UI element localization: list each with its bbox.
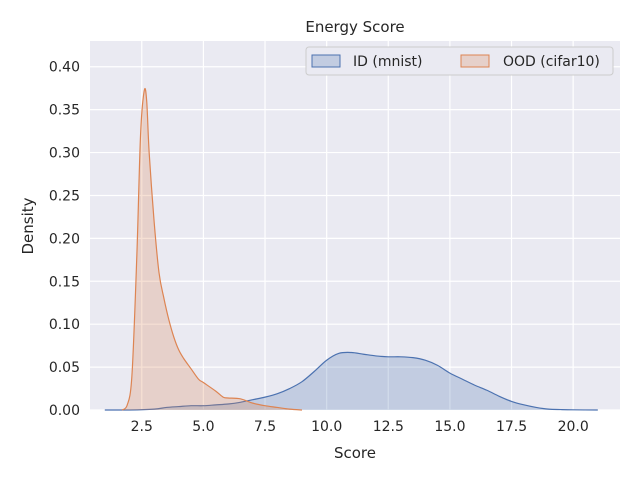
x-tick-label: 5.0 (192, 419, 214, 435)
x-tick-label: 2.5 (131, 419, 153, 435)
legend-box (305, 46, 614, 76)
ood-cifar10-density-fill (122, 88, 302, 410)
legend-swatch-id (311, 54, 341, 68)
y-tick-label: 0.10 (49, 317, 80, 333)
chart-title: Energy Score (305, 18, 404, 36)
x-tick-label: 20.0 (558, 419, 589, 435)
y-axis-label: Density (19, 197, 37, 254)
legend-swatch-ood (460, 54, 490, 68)
x-tick-label: 10.0 (311, 419, 342, 435)
y-tick-label: 0.05 (49, 360, 80, 376)
x-tick-label: 12.5 (373, 419, 404, 435)
ood-cifar10-density-line (121, 87, 303, 411)
y-tick-label: 0.40 (49, 60, 80, 76)
y-tick-label: 0.20 (49, 231, 80, 247)
legend: ID (mnist) OOD (cifar10) (305, 46, 614, 76)
id-mnist-density-line (104, 351, 598, 411)
y-tick-label: 0.00 (49, 403, 80, 419)
x-axis-label: Score (334, 444, 376, 462)
y-tick-label: 0.15 (49, 274, 80, 290)
grid-layer (90, 41, 620, 411)
y-tick-label: 0.25 (49, 188, 80, 204)
x-tick-label: 15.0 (434, 419, 465, 435)
legend-label-ood: OOD (cifar10) (503, 54, 600, 70)
id-mnist-density-fill (104, 352, 598, 410)
x-tick-labels: 2.5 5.0 7.5 10.0 12.5 15.0 17.5 20.0 (131, 419, 589, 435)
x-tick-label: 7.5 (254, 419, 276, 435)
y-tick-label: 0.30 (49, 146, 80, 162)
x-tick-label: 17.5 (496, 419, 527, 435)
y-tick-labels: 0.00 0.05 0.10 0.15 0.20 0.25 0.30 0.35 0.40 (49, 60, 80, 419)
y-tick-label: 0.35 (49, 103, 80, 119)
area-layer (104, 87, 598, 411)
legend-label-id: ID (mnist) (353, 54, 422, 70)
